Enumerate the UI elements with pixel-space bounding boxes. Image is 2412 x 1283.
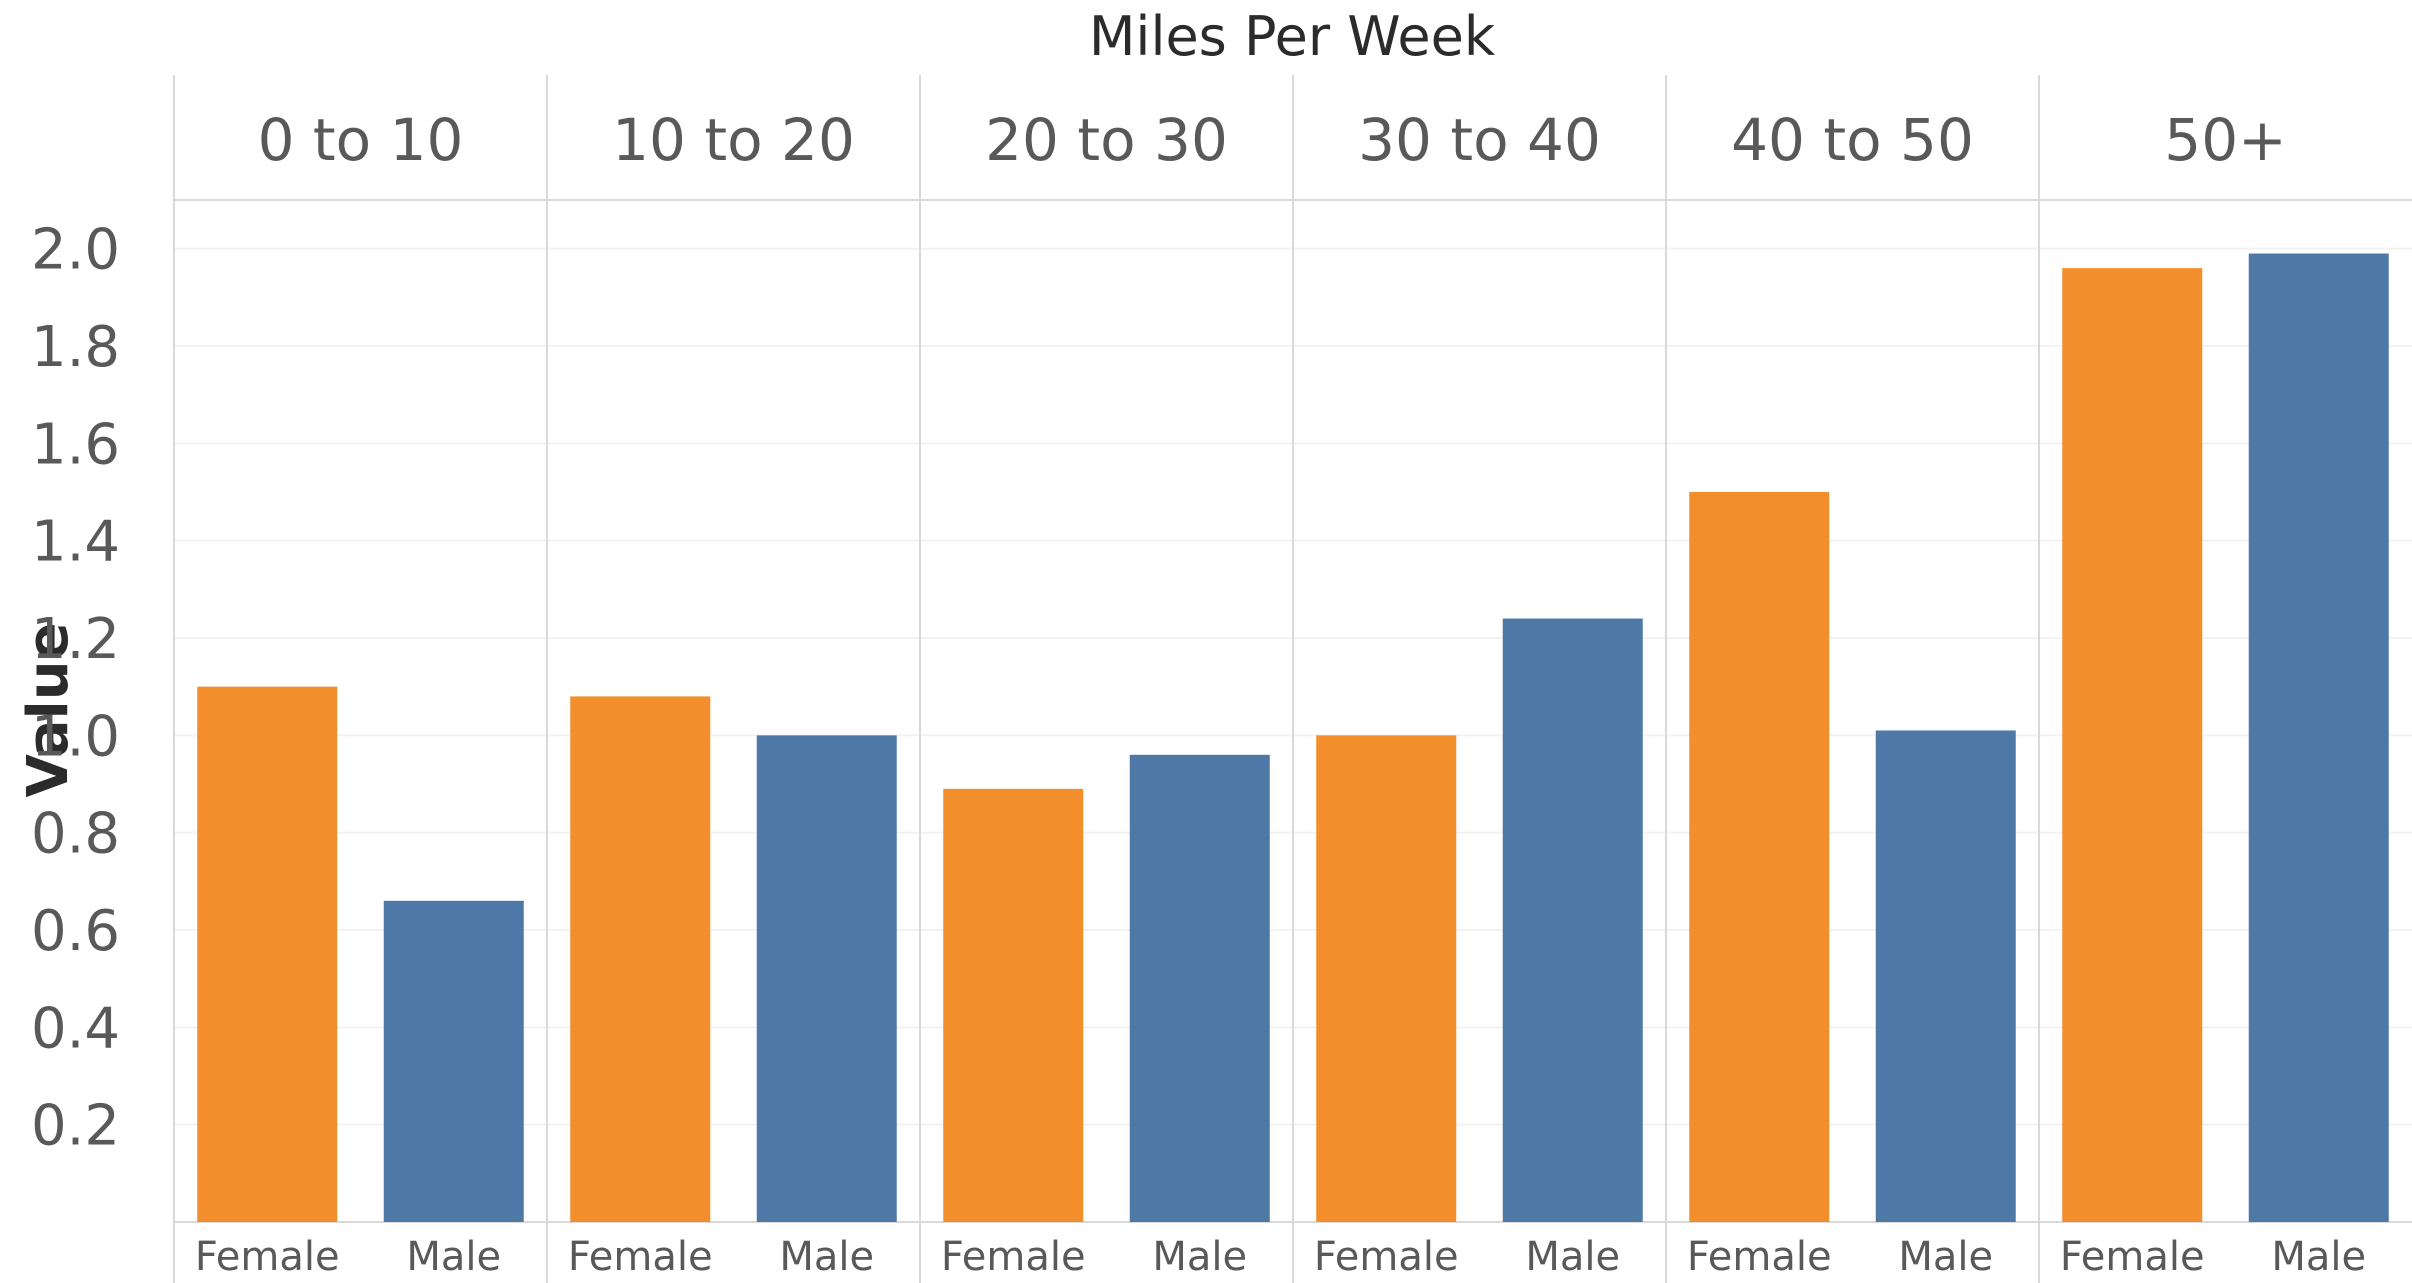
bar-male [1875, 730, 2016, 1222]
x-tick-label: Female [941, 1234, 1086, 1280]
y-tick-label: 1.4 [31, 510, 120, 575]
panel-label: 0 to 10 [258, 106, 464, 174]
panel-label: 20 to 30 [985, 106, 1228, 174]
y-tick-label: 1.8 [31, 315, 120, 380]
y-tick-label: 0.8 [31, 802, 120, 867]
bar-male [1502, 618, 1643, 1222]
x-tick-label: Male [406, 1234, 501, 1280]
bar-female [197, 686, 338, 1222]
chart-title: Miles Per Week [1089, 5, 1496, 68]
panel-label: 50+ [2164, 106, 2286, 174]
panel-label: 40 to 50 [1731, 106, 1974, 174]
x-tick-label: Male [1152, 1234, 1247, 1280]
y-axis-label: Value [16, 622, 81, 797]
y-tick-label: 1.2 [31, 607, 120, 672]
x-tick-label: Male [1898, 1234, 1993, 1280]
panel-label: 10 to 20 [612, 106, 855, 174]
bar-female [1689, 492, 1830, 1222]
x-tick-label: Female [195, 1234, 340, 1280]
bars [197, 253, 2389, 1223]
bar-female [943, 788, 1084, 1222]
y-tick-label: 1.6 [31, 412, 120, 477]
panel-frame [173, 75, 2412, 1283]
bar-female [570, 696, 711, 1222]
y-tick-label: 0.6 [31, 899, 120, 964]
panel-label: 30 to 40 [1358, 106, 1601, 174]
bar-female [1316, 735, 1457, 1222]
x-tick-label: Female [1687, 1234, 1832, 1280]
x-tick-label: Male [779, 1234, 874, 1280]
x-tick-label: Female [568, 1234, 713, 1280]
bar-male [756, 735, 897, 1222]
y-tick-label: 0.2 [31, 1094, 120, 1159]
y-tick-label: 0.4 [31, 996, 120, 1061]
bar-female [2062, 268, 2203, 1223]
labels: 0.2 0.4 0.6 0.8 1.0 1.2 1.4 1.6 1.8 2.0 0 to 10 Fem… [31, 106, 2366, 1280]
x-tick-label: Male [1525, 1234, 1620, 1280]
bar-male [1129, 754, 1270, 1222]
x-tick-label: Female [1314, 1234, 1459, 1280]
x-tick-label: Male [2271, 1234, 2366, 1280]
bar-male [2248, 253, 2389, 1223]
bar-male [383, 900, 524, 1222]
y-tick-label: 2.0 [31, 218, 120, 283]
x-tick-label: Female [2060, 1234, 2205, 1280]
y-tick-label: 1.0 [31, 704, 120, 769]
